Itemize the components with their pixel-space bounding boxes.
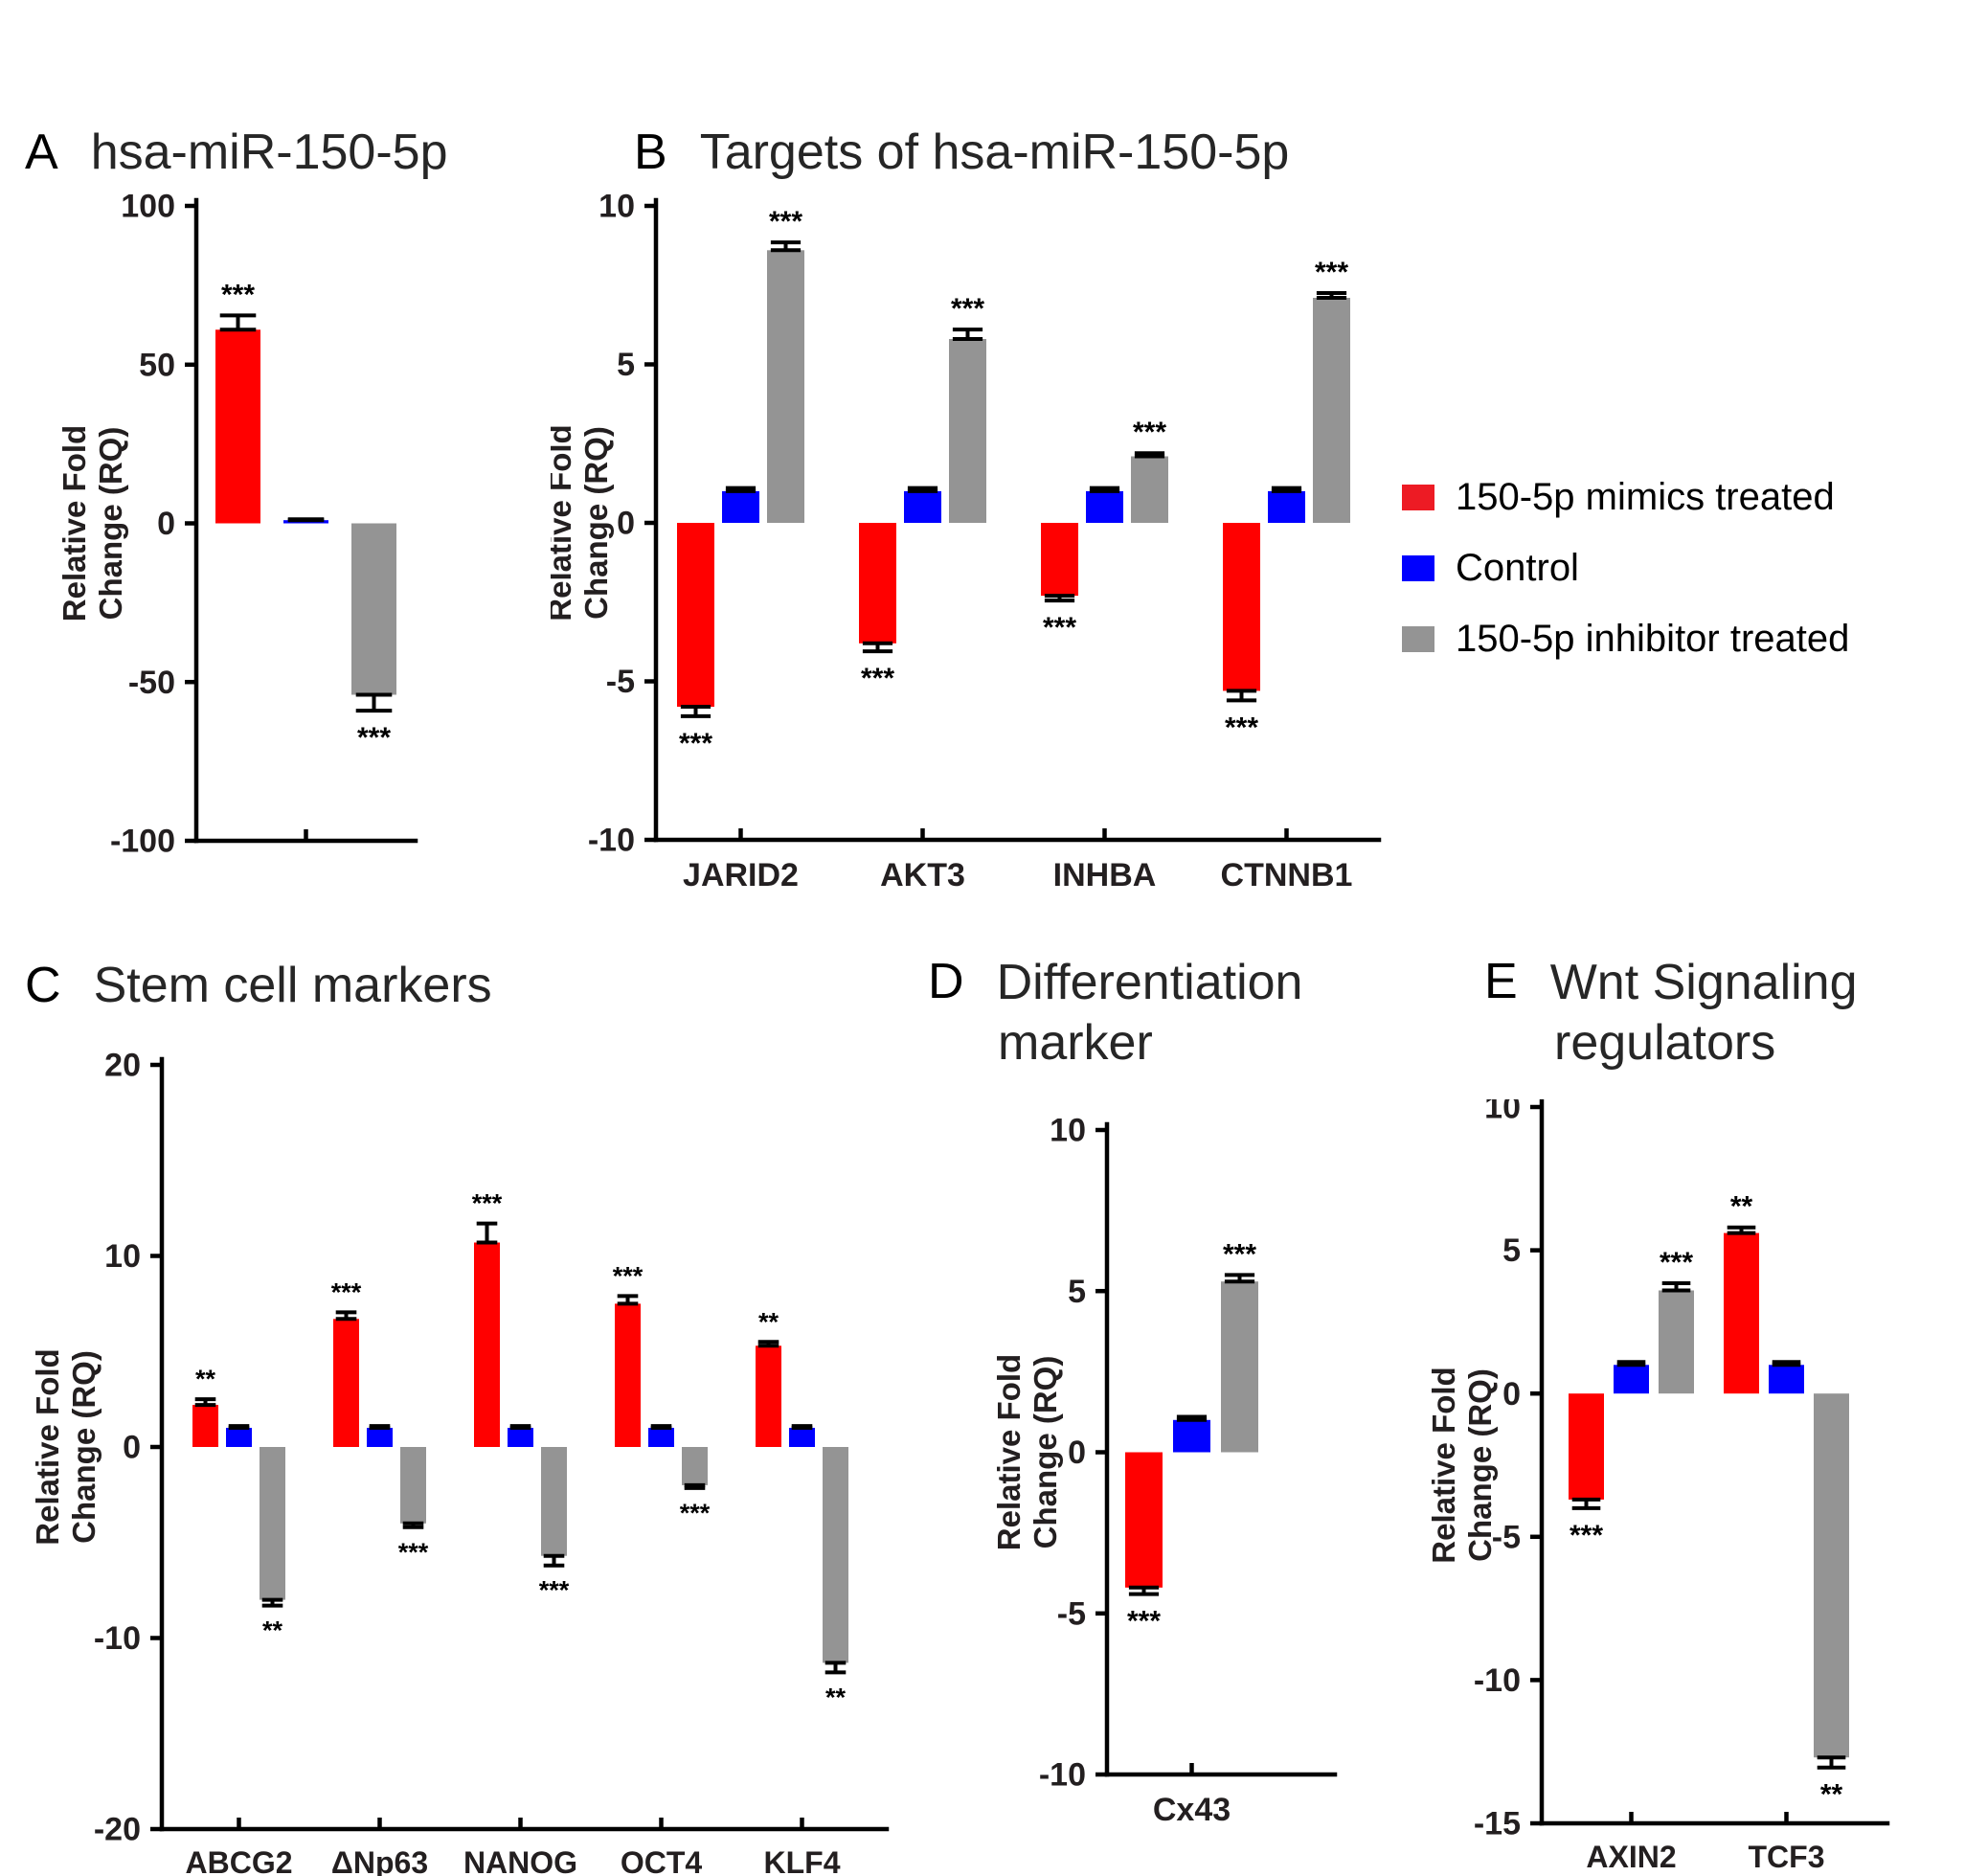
svg-text:AXIN2: AXIN2: [1586, 1840, 1676, 1874]
svg-text:-5: -5: [606, 664, 635, 700]
svg-text:Change (RQ): Change (RQ): [66, 1350, 102, 1544]
svg-text:Change (RQ): Change (RQ): [93, 427, 128, 621]
svg-text:-10: -10: [588, 823, 635, 859]
svg-text:***: ***: [398, 1538, 429, 1567]
svg-text:NANOG: NANOG: [463, 1845, 577, 1876]
svg-text:***: ***: [613, 1261, 644, 1290]
svg-text:50: 50: [139, 347, 175, 383]
svg-text:***: ***: [1570, 1520, 1603, 1551]
svg-text:Change (RQ): Change (RQ): [578, 426, 614, 620]
svg-text:**: **: [1730, 1191, 1753, 1223]
svg-text:5: 5: [1068, 1274, 1086, 1310]
svg-text:0: 0: [123, 1430, 141, 1466]
svg-text:10: 10: [1050, 1113, 1086, 1149]
svg-text:***: ***: [1660, 1247, 1693, 1278]
svg-text:Cx43: Cx43: [1153, 1792, 1231, 1828]
svg-text:***: ***: [680, 1499, 711, 1527]
svg-text:Relative Fold: Relative Fold: [1426, 1367, 1461, 1563]
svg-text:***: ***: [951, 293, 984, 325]
svg-text:0: 0: [1502, 1376, 1521, 1413]
svg-text:Relative Fold: Relative Fold: [551, 424, 577, 621]
svg-text:20: 20: [104, 1048, 141, 1084]
svg-text:***: ***: [679, 728, 712, 759]
svg-text:10: 10: [104, 1238, 141, 1275]
svg-text:10: 10: [1484, 1099, 1521, 1126]
svg-text:Relative Fold: Relative Fold: [991, 1354, 1027, 1550]
svg-text:0: 0: [157, 506, 175, 542]
svg-text:-20: -20: [94, 1812, 141, 1848]
svg-text:-100: -100: [110, 824, 175, 860]
svg-text:***: ***: [1223, 1238, 1256, 1270]
svg-text:***: ***: [769, 206, 802, 237]
svg-text:5: 5: [617, 347, 635, 383]
svg-text:Relative Fold: Relative Fold: [56, 425, 92, 622]
svg-text:OCT4: OCT4: [621, 1845, 703, 1876]
svg-text:0: 0: [617, 506, 635, 542]
svg-text:***: ***: [221, 279, 255, 310]
svg-text:TCF3: TCF3: [1749, 1840, 1825, 1874]
svg-text:-10: -10: [1039, 1757, 1086, 1794]
svg-text:INHBA: INHBA: [1053, 857, 1157, 893]
svg-text:**: **: [825, 1683, 847, 1711]
svg-text:***: ***: [1127, 1606, 1161, 1638]
svg-text:-10: -10: [1474, 1662, 1521, 1699]
svg-text:**: **: [195, 1365, 216, 1393]
svg-text:KLF4: KLF4: [764, 1845, 841, 1876]
svg-text:Relative Fold: Relative Fold: [30, 1348, 65, 1545]
svg-text:ΔNp63: ΔNp63: [331, 1845, 428, 1876]
svg-text:-50: -50: [128, 665, 175, 701]
svg-text:AKT3: AKT3: [880, 857, 965, 893]
svg-text:***: ***: [1315, 257, 1348, 288]
svg-text:-15: -15: [1474, 1806, 1521, 1842]
svg-text:***: ***: [1043, 612, 1076, 644]
svg-text:***: ***: [1133, 417, 1166, 448]
svg-text:10: 10: [599, 189, 635, 225]
svg-text:-5: -5: [1492, 1519, 1521, 1555]
svg-text:ABCG2: ABCG2: [185, 1845, 292, 1876]
svg-text:**: **: [758, 1307, 779, 1336]
svg-text:-5: -5: [1057, 1595, 1086, 1632]
svg-text:CTNNB1: CTNNB1: [1221, 857, 1353, 893]
svg-text:***: ***: [539, 1576, 570, 1605]
svg-text:JARID2: JARID2: [683, 857, 799, 893]
svg-text:***: ***: [357, 722, 391, 754]
svg-text:***: ***: [331, 1277, 362, 1306]
svg-text:5: 5: [1502, 1232, 1521, 1269]
svg-text:100: 100: [121, 189, 175, 225]
svg-text:**: **: [262, 1616, 283, 1645]
svg-text:-10: -10: [94, 1620, 141, 1657]
svg-text:**: **: [1820, 1779, 1843, 1811]
svg-text:0: 0: [1068, 1435, 1086, 1471]
svg-text:***: ***: [472, 1189, 503, 1218]
svg-text:***: ***: [1225, 712, 1258, 743]
svg-text:Change (RQ): Change (RQ): [1028, 1356, 1063, 1549]
svg-text:***: ***: [861, 663, 894, 694]
